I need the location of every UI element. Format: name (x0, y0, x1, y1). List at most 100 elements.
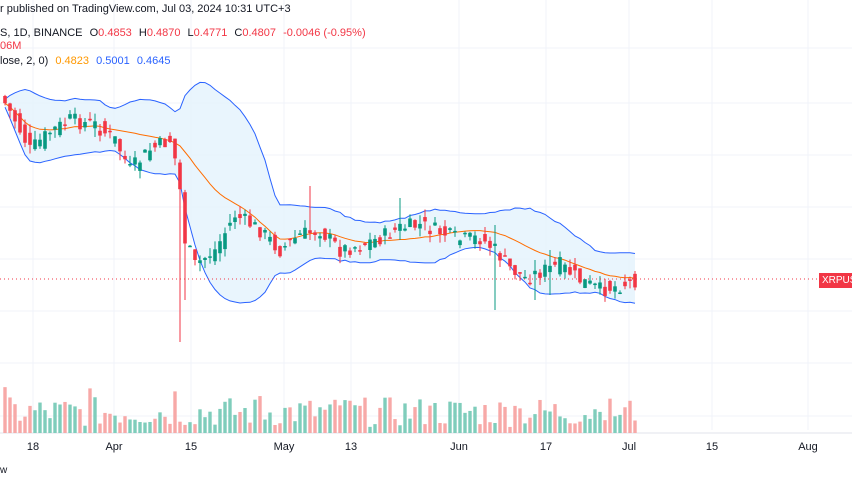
ohlc-legend: S, 1D, BINANCE O0.4853 H0.4870 L0.4771 C… (0, 27, 366, 39)
candle-body (78, 118, 82, 130)
candle-body (423, 217, 427, 222)
volume-bar (398, 425, 402, 433)
candle-body (463, 232, 467, 235)
candle-body (253, 222, 257, 225)
volume-bar (143, 422, 147, 433)
candle-body (268, 236, 272, 242)
candle-body (388, 237, 392, 239)
open-value: 0.4853 (98, 27, 132, 39)
volume-bar (308, 400, 312, 433)
volume-bar (28, 405, 32, 433)
volume-bar (173, 391, 177, 433)
volume-legend: 06M (0, 40, 21, 52)
candle-body (13, 110, 17, 122)
x-tick-label: Jun (450, 441, 468, 453)
open-label: O (89, 27, 99, 39)
candle-body (633, 273, 637, 288)
volume-bar (548, 411, 552, 433)
candle-body (438, 228, 442, 235)
candle-body (508, 258, 512, 267)
x-tick-label: Aug (798, 441, 818, 453)
volume-bar (348, 400, 352, 433)
x-tick-label: May (274, 441, 295, 453)
volume-bar (153, 418, 157, 433)
volume-bar (63, 401, 67, 433)
candle-body (193, 249, 197, 260)
candle-body (293, 238, 297, 244)
low-label: L (187, 27, 194, 39)
candle-body (248, 215, 252, 227)
x-tick-label: Jul (622, 441, 636, 453)
volume-bar (358, 405, 362, 433)
candle-body (468, 232, 472, 237)
volume-bar (438, 422, 442, 433)
candle-body (233, 217, 237, 223)
volume-bar (223, 401, 227, 433)
volume-bar (393, 419, 397, 433)
candle-body (593, 283, 597, 286)
candle-body (538, 272, 542, 278)
volume-bar (168, 423, 172, 433)
candle-body (368, 239, 372, 251)
candle-body (223, 233, 227, 250)
volume-bar (83, 425, 87, 433)
candle-body (153, 142, 157, 148)
candle-body (588, 280, 592, 284)
volume-bar (478, 424, 482, 433)
volume-bar (203, 417, 207, 433)
candle-body (143, 149, 147, 153)
candle-body (263, 229, 267, 233)
volume-bar (88, 388, 92, 433)
candle-body (183, 192, 187, 244)
candle-body (133, 157, 137, 165)
candle-body (298, 233, 302, 235)
candle-body (243, 213, 247, 216)
volume-value: 06M (0, 40, 22, 52)
x-tick-label: 13 (345, 441, 357, 453)
volume-bar (553, 404, 557, 433)
volume-bar (488, 422, 492, 433)
close-value: 0.4807 (242, 27, 276, 39)
candle-body (238, 214, 242, 219)
candle-body (48, 132, 52, 135)
volume-bar (463, 412, 467, 433)
volume-bar (583, 415, 587, 433)
candle-body (573, 264, 577, 271)
candle-body (18, 113, 22, 133)
volume-bar (253, 399, 257, 433)
volume-bar (613, 416, 617, 433)
candle-body (318, 236, 322, 239)
candle-body (148, 150, 152, 161)
volume-bar (343, 400, 347, 433)
bb-label: lose, 2, 0) (0, 55, 49, 67)
volume-bar (418, 399, 422, 433)
candle-body (63, 124, 67, 126)
volume-bar (403, 403, 407, 433)
candle-body (553, 261, 557, 265)
volume-bar (633, 420, 637, 433)
volume-bar (98, 423, 102, 433)
candle-body (583, 279, 587, 288)
bb-fill (5, 82, 635, 304)
candle-body (443, 226, 447, 236)
volume-bar (263, 419, 267, 433)
candle-body (478, 241, 482, 245)
candle-body (518, 272, 522, 274)
volume-bar (593, 409, 597, 433)
volume-bar (518, 408, 522, 433)
volume-bar (508, 426, 512, 433)
candle-body (128, 164, 132, 166)
candle-body (308, 230, 312, 234)
volume-bar (408, 418, 412, 433)
volume-bar (188, 422, 192, 433)
candle-body (283, 246, 287, 248)
candle-body (43, 131, 47, 149)
volume-bar (328, 404, 332, 433)
volume-bar (273, 425, 277, 433)
volume-bar (8, 397, 12, 433)
volume-bar (353, 405, 357, 433)
candle-body (343, 245, 347, 252)
volume-bar (48, 418, 52, 433)
